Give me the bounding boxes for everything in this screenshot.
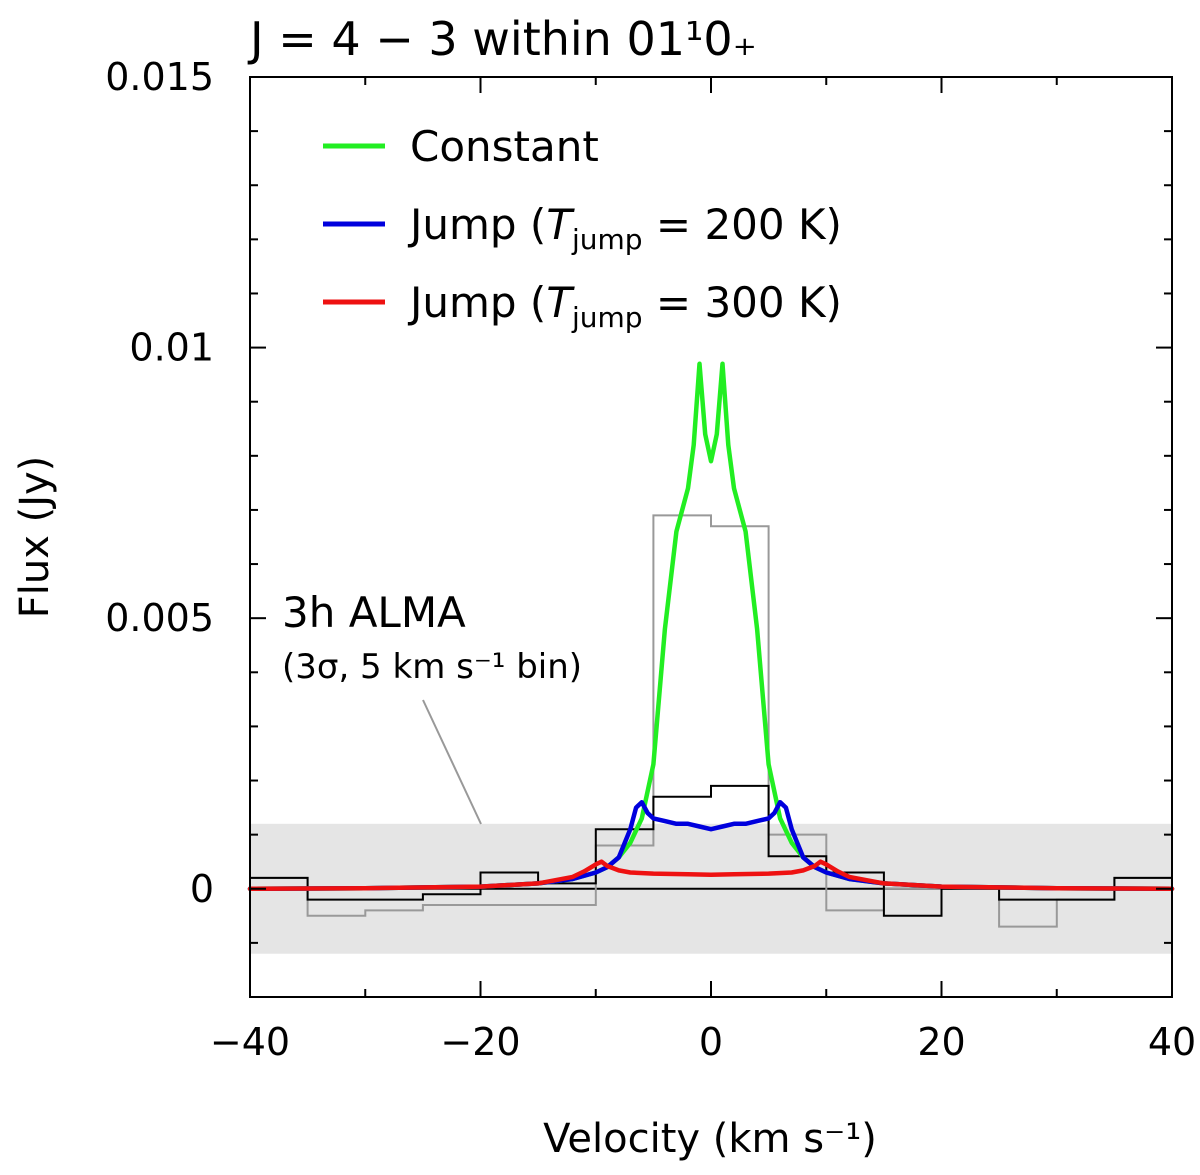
y-tick-label: 0.005	[105, 596, 214, 640]
series-line-jump300	[247, 859, 1175, 892]
ticks-layer: −40 −20 0 20 40 0 0.005 0.01 0.015	[105, 55, 1196, 1064]
y-tick-label: 0.01	[129, 326, 214, 370]
noise-band-sublabel: (3σ, 5 km s⁻¹ bin)	[282, 647, 582, 687]
x-tick-label: −40	[210, 1020, 290, 1064]
legend-text-suffix: = 300 K)	[643, 278, 842, 327]
x-tick-label: 0	[699, 1020, 723, 1064]
histogram-hist_gray	[250, 514, 1172, 928]
noise-band-pointer	[422, 699, 482, 825]
labels-layer: J = 4 − 3 within 01¹0₊ Velocity (km s⁻¹)…	[12, 12, 877, 1162]
histogram-layer	[250, 514, 1172, 928]
chart-title: J = 4 − 3 within 01¹0₊	[247, 12, 757, 66]
legend-text-subscript: jump	[571, 223, 643, 256]
y-axis-label: Flux (Jy)	[12, 456, 58, 619]
annotation-layer: 3h ALMA (3σ, 5 km s⁻¹ bin)	[282, 588, 582, 825]
legend-text-symbol: T	[546, 200, 575, 249]
x-tick-label: 40	[1148, 1020, 1196, 1064]
legend-text-symbol: T	[546, 278, 575, 327]
noise-band-label: 3h ALMA	[282, 588, 466, 637]
x-tick-label: 20	[917, 1020, 965, 1064]
series-line-jump200	[247, 799, 1175, 892]
legend-text-suffix: = 200 K)	[643, 200, 842, 249]
series-layer	[247, 361, 1175, 892]
legend-label-constant: Constant	[410, 122, 599, 171]
x-tick-label: −20	[440, 1020, 520, 1064]
legend-text-subscript: jump	[571, 301, 643, 334]
legend-label-jump200: Jump (Tjump = 200 K)	[407, 200, 842, 256]
legend-text-prefix: Jump (	[407, 278, 546, 327]
y-tick-label: 0.015	[105, 55, 214, 99]
legend-label-jump300: Jump (Tjump = 300 K)	[407, 278, 842, 334]
histogram-hist_black	[250, 784, 1172, 917]
legend-text-prefix: Jump (	[407, 200, 546, 249]
y-tick-label: 0	[190, 867, 214, 911]
x-axis-label: Velocity (km s⁻¹)	[543, 1116, 877, 1162]
